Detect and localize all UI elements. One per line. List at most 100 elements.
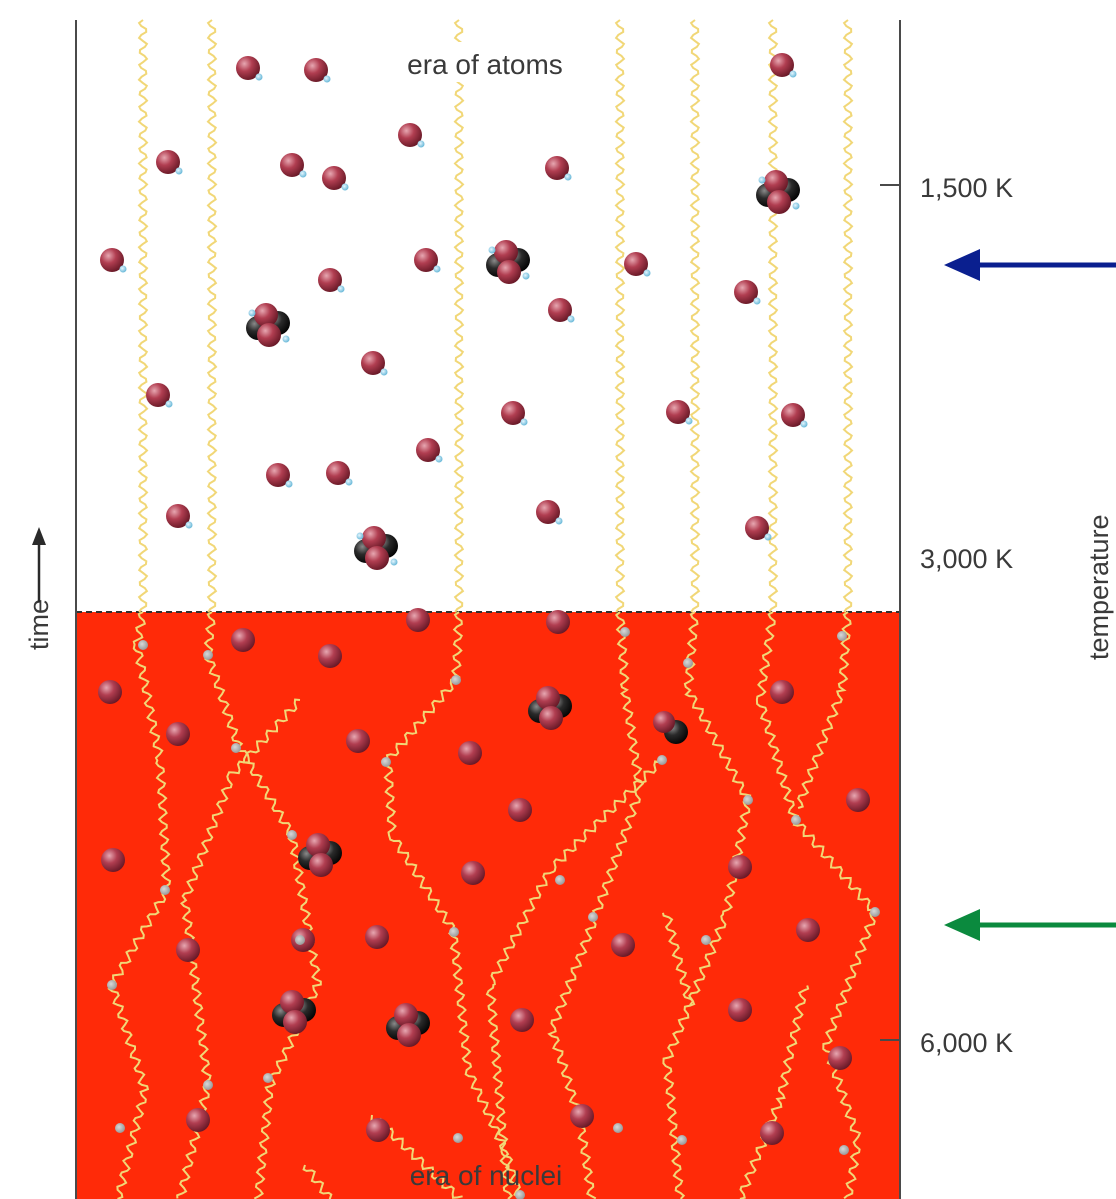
electron — [323, 75, 331, 83]
era-of-atoms-label: era of atoms — [407, 49, 563, 80]
free-electron — [138, 640, 148, 650]
proton — [280, 153, 304, 177]
proton — [394, 1003, 418, 1027]
proton — [257, 323, 281, 347]
proton — [458, 741, 482, 765]
era-of-nuclei-region — [76, 612, 900, 1199]
proton — [365, 546, 389, 570]
photon-path — [203, 611, 322, 1199]
photon-path — [137, 19, 149, 613]
proton — [322, 166, 346, 190]
free-electron — [683, 658, 693, 668]
proton — [494, 240, 518, 264]
photon-path — [206, 19, 218, 613]
photon-path — [662, 912, 695, 1006]
free-electron — [203, 650, 213, 660]
proton — [362, 526, 386, 550]
proton — [548, 298, 572, 322]
blue-arrow-head — [944, 249, 980, 281]
electron — [685, 417, 693, 425]
proton — [346, 729, 370, 753]
proton — [366, 1118, 390, 1142]
proton — [764, 170, 788, 194]
electron — [380, 368, 388, 376]
proton — [280, 990, 304, 1014]
proton — [397, 1023, 421, 1047]
proton — [767, 190, 791, 214]
electron — [643, 269, 651, 277]
free-electron — [701, 935, 711, 945]
photon-path — [739, 985, 810, 1199]
electron — [435, 455, 443, 463]
photon-paths — [107, 19, 879, 1199]
electron — [345, 478, 353, 486]
proton — [728, 998, 752, 1022]
proton — [166, 504, 190, 528]
proton — [510, 1008, 534, 1032]
proton — [326, 461, 350, 485]
free-electron — [295, 935, 305, 945]
electron — [792, 202, 800, 210]
era-of-nuclei-label: era of nuclei — [410, 1160, 563, 1191]
proton — [361, 351, 385, 375]
photon-path — [662, 611, 752, 1199]
proton — [309, 853, 333, 877]
proton — [176, 938, 200, 962]
electron — [789, 70, 797, 78]
electron — [299, 170, 307, 178]
proton — [236, 56, 260, 80]
proton — [846, 788, 870, 812]
electron — [567, 315, 575, 323]
photon-path — [797, 611, 852, 809]
green-arrow-head — [944, 909, 980, 941]
proton — [666, 400, 690, 424]
proton — [156, 150, 180, 174]
proton — [406, 608, 430, 632]
electron — [764, 533, 772, 541]
proton — [461, 861, 485, 885]
proton — [728, 855, 752, 879]
free-electron — [451, 675, 461, 685]
free-electron — [203, 1080, 213, 1090]
photon-path — [302, 1164, 333, 1199]
proton — [318, 644, 342, 668]
photon-path — [614, 19, 626, 613]
free-electron — [657, 755, 667, 765]
free-electron — [115, 1123, 125, 1133]
proton — [266, 463, 290, 487]
electron — [488, 246, 496, 254]
free-electron — [231, 743, 241, 753]
proton — [536, 500, 560, 524]
proton — [781, 403, 805, 427]
electron — [282, 335, 290, 343]
proton — [539, 706, 563, 730]
free-electron — [263, 1073, 273, 1083]
proton — [254, 303, 278, 327]
photon-path — [755, 611, 879, 1199]
proton — [416, 438, 440, 462]
proton — [624, 252, 648, 276]
proton — [570, 1104, 594, 1128]
free-electron — [287, 830, 297, 840]
electron — [758, 176, 766, 184]
electron — [248, 309, 256, 317]
free-electron — [588, 912, 598, 922]
proton — [508, 798, 532, 822]
proton — [770, 53, 794, 77]
time-axis-arrow-head — [32, 527, 46, 545]
electron — [800, 420, 808, 428]
photon-path — [453, 19, 465, 613]
proton — [146, 383, 170, 407]
photon-path — [689, 19, 701, 613]
proton — [365, 925, 389, 949]
electron — [564, 173, 572, 181]
free-electron — [453, 1133, 463, 1143]
proton — [745, 516, 769, 540]
electron — [390, 558, 398, 566]
free-electron — [870, 907, 880, 917]
electron — [341, 183, 349, 191]
proton — [734, 280, 758, 304]
proton — [283, 1010, 307, 1034]
electron — [522, 272, 530, 280]
